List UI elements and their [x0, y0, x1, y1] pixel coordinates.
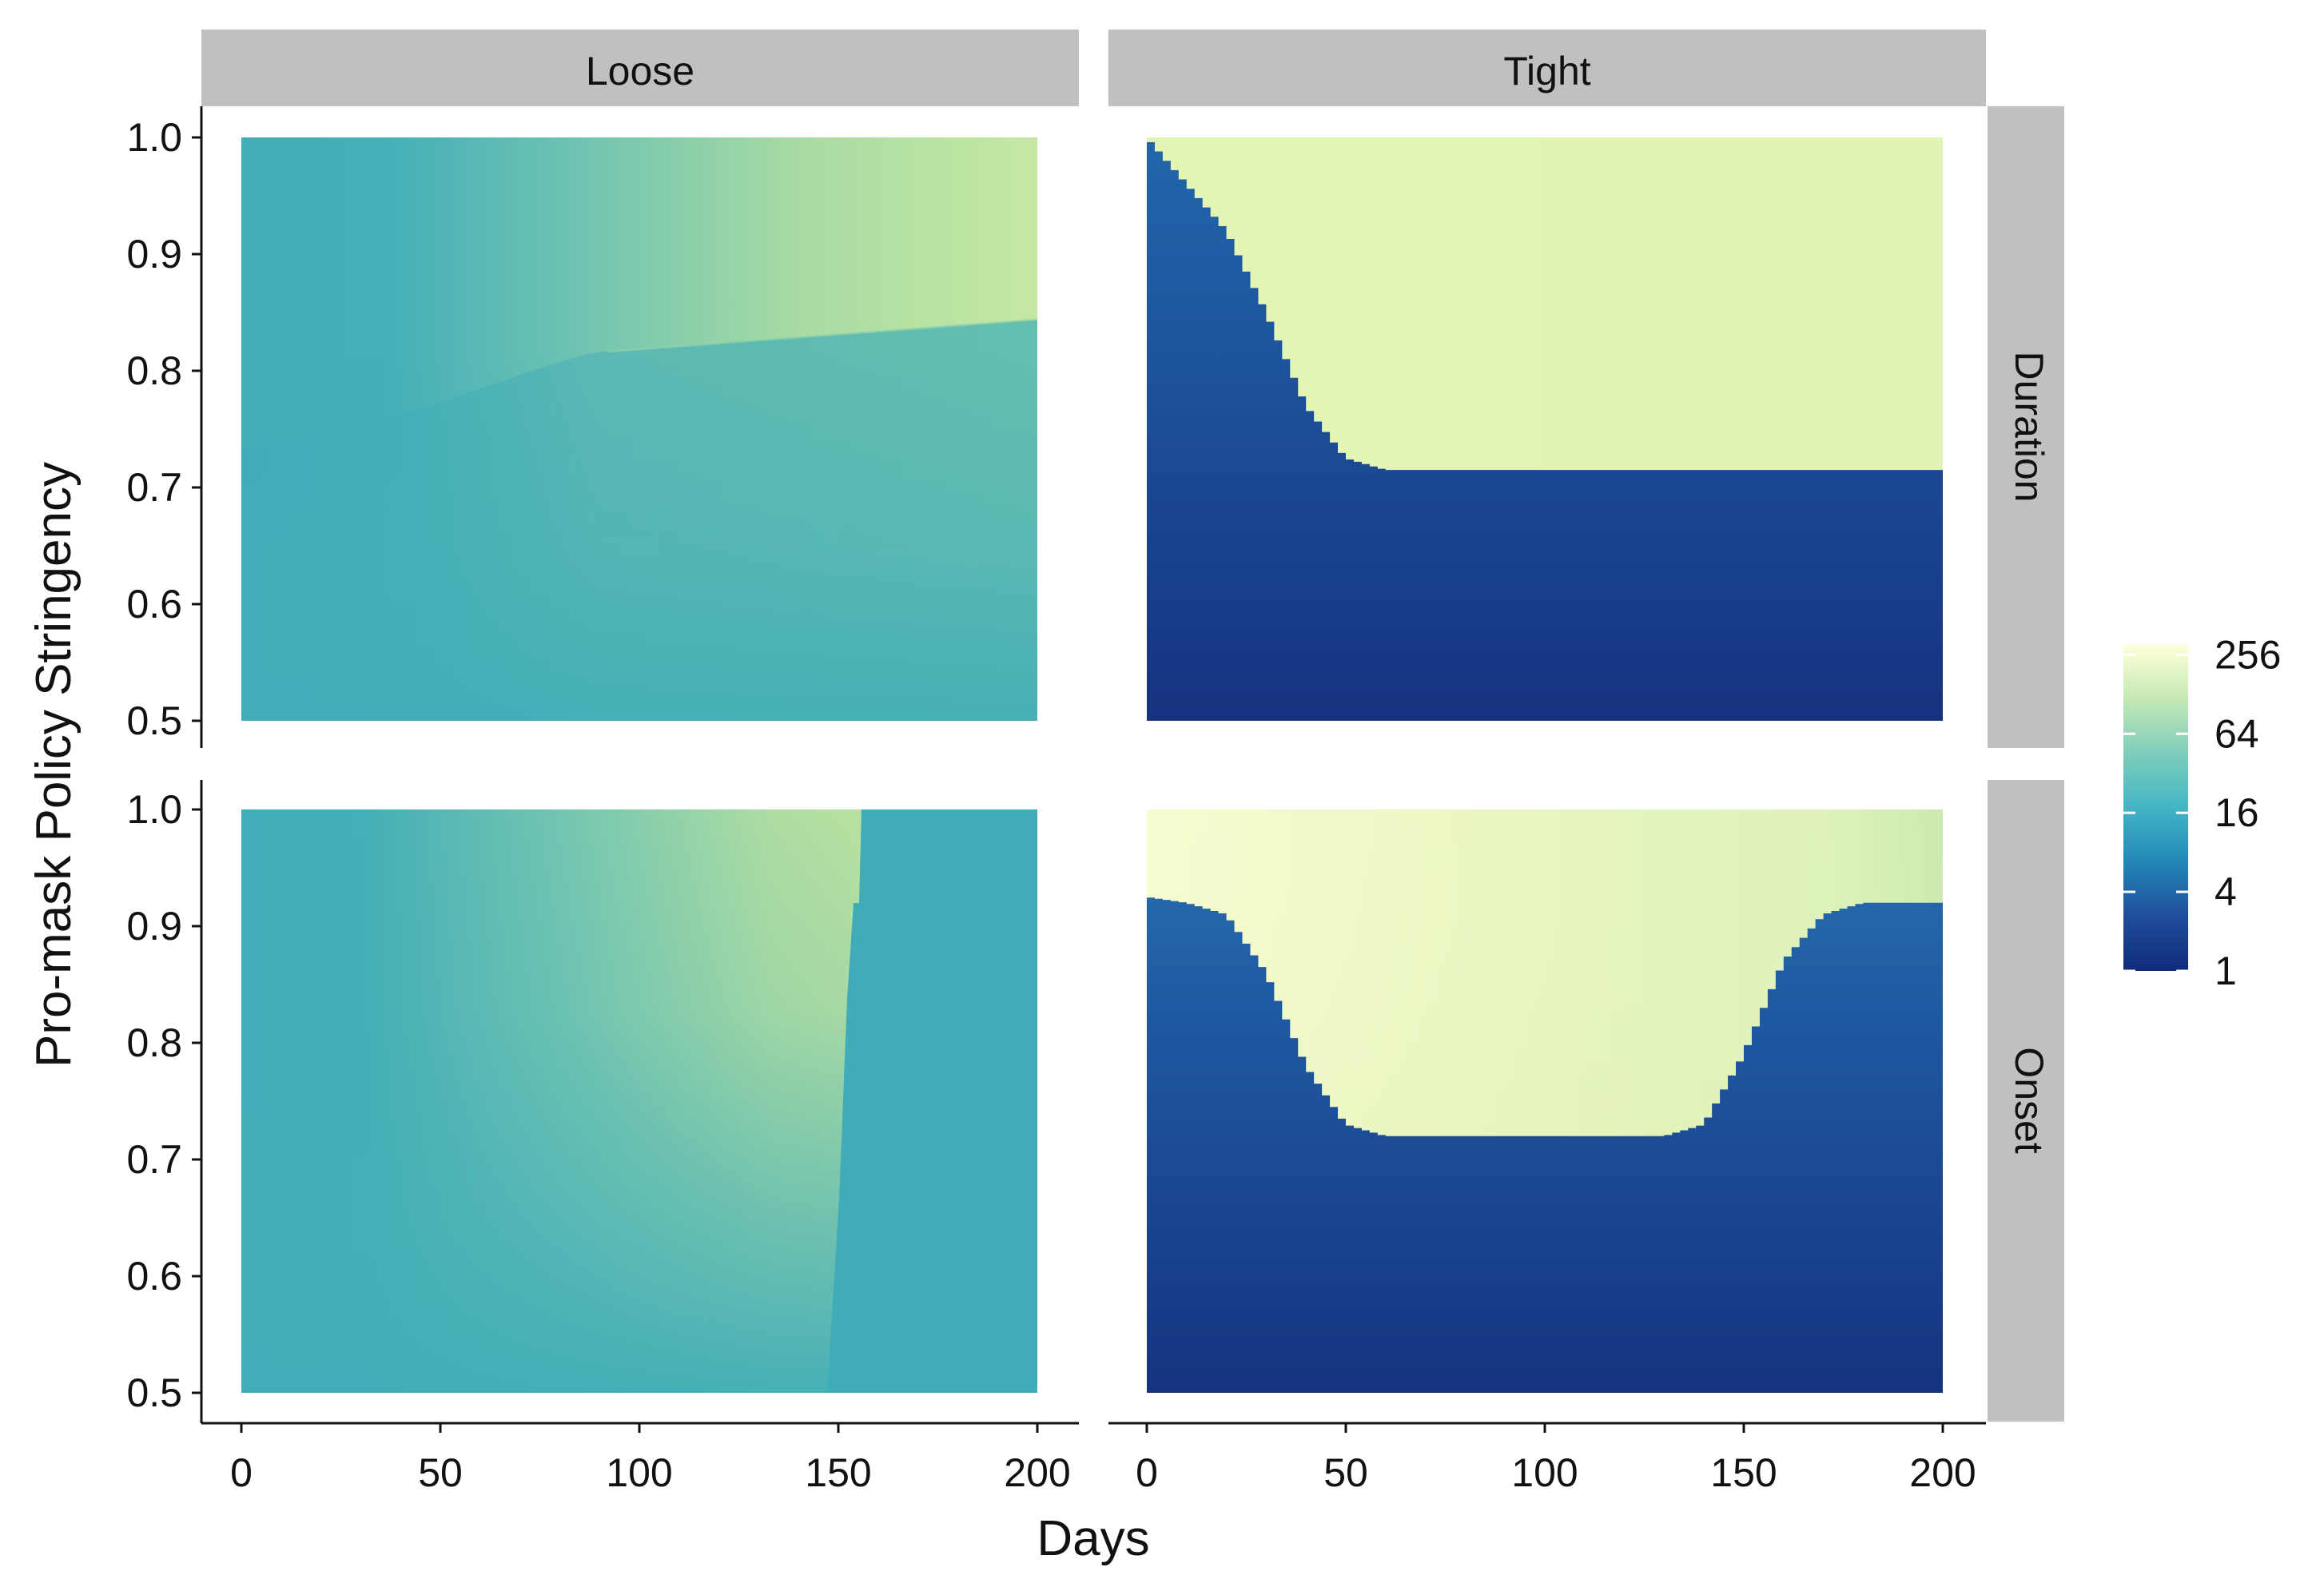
y-tick-label: 0.9: [126, 904, 182, 949]
y-ticks-top: 0.5 0.6 0.7 0.8 0.9 1.0: [126, 115, 201, 743]
x-tick-label: 100: [1511, 1450, 1578, 1495]
panel-loose-onset: [241, 809, 1037, 1393]
y-tick-label: 1.0: [126, 787, 182, 832]
tight-duration-lower-region: [1147, 141, 1943, 722]
legend-tick-label: 4: [2215, 869, 2237, 914]
legend-tick-label: 1: [2215, 949, 2237, 993]
y-tick-label: 0.8: [126, 348, 182, 393]
loose-duration-lower-shade: [241, 352, 1037, 721]
strip-tight-bg: [1108, 30, 1986, 106]
legend-colorbar: [2123, 645, 2188, 971]
y-tick-label: 0.6: [126, 582, 182, 626]
row-strips: Duration Onset: [1988, 106, 2064, 1422]
x-tick-label: 200: [1004, 1450, 1070, 1495]
x-tick-label: 100: [606, 1450, 672, 1495]
strip-onset-bg: [1988, 780, 2064, 1422]
legend-tick-label: 16: [2215, 790, 2259, 835]
x-ticks-left: 0 50 100 150 200: [230, 1423, 1071, 1495]
strip-tight-label: Tight: [1503, 49, 1590, 93]
loose-onset-right-region: [827, 809, 1037, 1393]
strip-duration-label: Duration: [2007, 352, 2051, 503]
panel-loose-duration: [241, 137, 1038, 721]
x-tick-label: 200: [1909, 1450, 1976, 1495]
legend-tick-label: 256: [2215, 632, 2281, 677]
y-tick-label: 1.0: [126, 115, 182, 160]
y-tick-label: 0.7: [126, 1137, 182, 1182]
y-tick-label: 0.7: [126, 465, 182, 510]
strip-duration-bg: [1988, 106, 2064, 748]
y-tick-label: 0.9: [126, 232, 182, 276]
y-tick-label: 0.6: [126, 1254, 182, 1299]
x-axis-title: Days: [1037, 1511, 1149, 1566]
strip-onset-label: Onset: [2007, 1047, 2051, 1154]
column-strips: Loose Tight: [201, 30, 1986, 106]
strip-loose-bg: [201, 30, 1079, 106]
y-axis-title: Pro-mask Policy Stringency: [26, 462, 82, 1068]
panel-tight-duration: [1147, 137, 1943, 722]
x-tick-label: 0: [230, 1450, 253, 1495]
y-tick-label: 0.5: [126, 1370, 182, 1415]
legend-ticks: 1 4 16 64 256: [2123, 632, 2281, 993]
y-tick-label: 0.5: [126, 698, 182, 743]
loose-duration-band-edge: [607, 318, 1038, 353]
y-ticks-bottom: 0.5 0.6 0.7 0.8 0.9 1.0: [126, 787, 201, 1415]
x-tick-label: 0: [1136, 1450, 1158, 1495]
color-legend: 1 4 16 64 256: [2123, 632, 2281, 993]
legend-tick-label: 64: [2215, 711, 2259, 756]
strip-loose-label: Loose: [586, 49, 694, 93]
x-tick-label: 50: [418, 1450, 463, 1495]
x-tick-label: 50: [1323, 1450, 1368, 1495]
y-tick-label: 0.8: [126, 1020, 182, 1065]
x-tick-label: 150: [805, 1450, 871, 1495]
panel-tight-onset: [1147, 809, 1943, 1393]
loose-onset-left-shade: [241, 809, 865, 1393]
tight-onset-lower-region: [1147, 897, 1943, 1393]
x-ticks-right: 0 50 100 150 200: [1136, 1423, 1976, 1495]
x-tick-label: 150: [1710, 1450, 1777, 1495]
